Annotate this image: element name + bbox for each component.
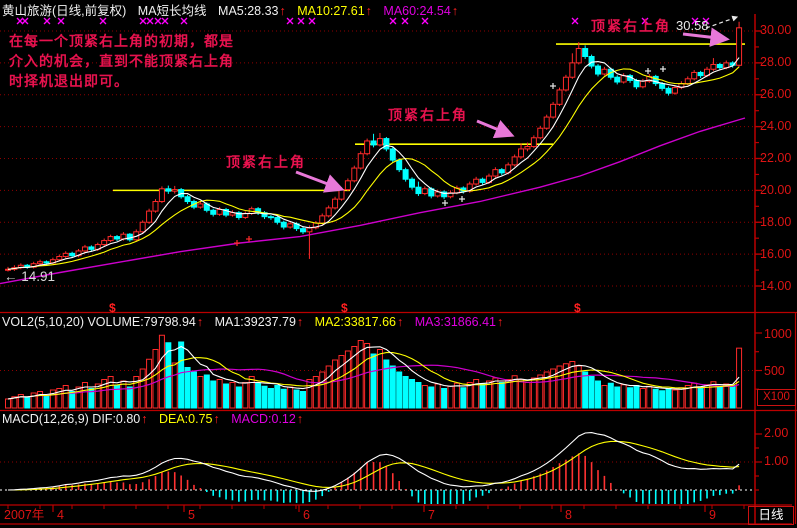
price-axis-label: 26.00 [760, 87, 792, 101]
volume-unit-badge: X100 [757, 389, 796, 406]
month-label: 7 [428, 508, 435, 522]
vol-ma2: MA2:33817.66 [314, 315, 396, 329]
month-label: 8 [565, 508, 572, 522]
macd-axis-label: 1.00 [764, 454, 789, 468]
price-axis-label: 16.00 [760, 247, 792, 261]
price-axis-label: 18.00 [760, 215, 792, 229]
indicator-name: MA短长均线 [137, 4, 207, 18]
up-arrow-icon: ↑ [365, 4, 372, 18]
up-arrow-icon: ↑ [296, 412, 304, 426]
up-arrow-icon: ↑ [497, 315, 504, 329]
ma5-value: MA5:28.33 [218, 4, 279, 18]
price-axis-label: 24.00 [760, 119, 792, 133]
price-axis-label: 20.00 [760, 183, 792, 197]
up-arrow-icon: ↑ [196, 315, 204, 329]
price-axis-label: 14.00 [760, 279, 792, 293]
macd-dif: MACD(12,26,9) DIF:0.80 [2, 412, 141, 426]
peak-price-label: 30.58 [676, 18, 709, 33]
month-label: 4 [57, 508, 64, 522]
callout-label-1: 顶紧右上角 [226, 154, 306, 170]
price-axis-label: 22.00 [760, 151, 792, 165]
volume-axis-label: 1000 [764, 327, 792, 341]
macd-dea: DEA:0.75 [158, 412, 213, 426]
svg-text:$: $ [109, 301, 116, 315]
svg-text:$: $ [574, 301, 581, 315]
up-arrow-icon: ↑ [396, 315, 404, 329]
stock-title: 黄山旅游(日线,前复权) [2, 4, 127, 18]
top-info-bar: 黄山旅游(日线,前复权) MA短长均线 MA5:28.33↑ MA10:27.6… [2, 0, 459, 18]
ma10-value: MA10:27.61 [297, 4, 365, 18]
macd-axis-label: 2.00 [764, 426, 789, 440]
month-label: 9 [709, 508, 716, 522]
price-axis-label: 30.00 [760, 23, 792, 37]
period-selector[interactable]: 日线 [748, 506, 794, 525]
up-arrow-icon: ↑ [141, 412, 148, 426]
volume-value: VOL2(5,10,20) VOLUME:79798.94 [2, 315, 196, 329]
volume-header: VOL2(5,10,20) VOLUME:79798.94↑ MA1:39237… [2, 315, 505, 329]
ma60-value: MA60:24.54 [383, 4, 451, 18]
callout-label-2: 顶紧右上角 [388, 107, 468, 123]
annotation-paragraph: 在每一个顶紧右上角的初期，都是 介入的机会，直到不能顶紧右上角 时择机退出即可。 [9, 33, 234, 89]
callout-label-3: 顶紧右上角 [591, 18, 671, 34]
up-arrow-icon: ↑ [296, 315, 304, 329]
low-price-label: ← 14.91 [4, 269, 56, 284]
year-label: 2007年 [4, 508, 45, 522]
up-arrow-icon: ↑ [279, 4, 286, 18]
macd-header: MACD(12,26,9) DIF:0.80↑ DEA:0.75↑ MACD:0… [2, 412, 305, 426]
vol-ma3: MA3:31866.41 [414, 315, 497, 329]
up-arrow-icon: ↑ [451, 4, 459, 18]
up-arrow-icon: ↑ [213, 412, 220, 426]
svg-text:$: $ [341, 301, 348, 315]
volume-axis-label: 500 [764, 364, 785, 378]
price-axis-label: 28.00 [760, 55, 792, 69]
month-label: 6 [303, 508, 310, 522]
month-label: 5 [188, 508, 195, 522]
vol-ma1: MA1:39237.79 [214, 315, 296, 329]
macd-value: MACD:0.12 [231, 412, 296, 426]
